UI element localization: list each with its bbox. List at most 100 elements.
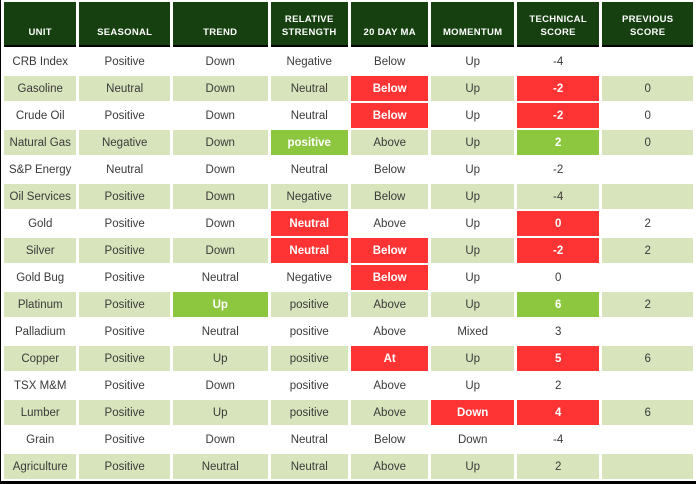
data-cell: Up bbox=[172, 292, 268, 317]
data-cell: 2 bbox=[602, 211, 693, 236]
data-cell: Down bbox=[172, 49, 268, 74]
data-cell: 2 bbox=[602, 292, 693, 317]
unit-cell: Crude Oil bbox=[4, 103, 77, 128]
data-cell: Below bbox=[350, 76, 429, 101]
data-cell: 4 bbox=[516, 400, 600, 425]
unit-cell: Palladium bbox=[4, 319, 77, 344]
table-row: TSX M&M Positive Down positive Above Up 2 bbox=[4, 373, 693, 398]
data-cell: Neutral bbox=[270, 238, 348, 263]
data-cell: Up bbox=[431, 265, 514, 290]
table-row: Copper Positive Up positive At Up 5 6 bbox=[4, 346, 693, 371]
data-cell: Up bbox=[431, 76, 514, 101]
data-cell: positive bbox=[270, 400, 348, 425]
data-cell: Positive bbox=[79, 400, 170, 425]
unit-cell: Natural Gas bbox=[4, 130, 77, 155]
col-header-unit: UNIT bbox=[4, 2, 77, 47]
data-cell: Mixed bbox=[431, 319, 514, 344]
data-cell bbox=[602, 319, 693, 344]
data-cell: positive bbox=[270, 319, 348, 344]
data-cell: 0 bbox=[516, 265, 600, 290]
data-cell: 2 bbox=[516, 454, 600, 479]
data-cell: Down bbox=[172, 76, 268, 101]
data-cell: Positive bbox=[79, 346, 170, 371]
col-header-seasonal: SEASONAL bbox=[79, 2, 170, 47]
col-header-20-day-ma: 20 DAY MA bbox=[350, 2, 429, 47]
data-cell: Up bbox=[431, 373, 514, 398]
data-cell: Neutral bbox=[270, 454, 348, 479]
data-cell: Up bbox=[431, 184, 514, 209]
table-row: Lumber Positive Up positive Above Down 4 6 bbox=[4, 400, 693, 425]
data-cell: Up bbox=[431, 157, 514, 182]
data-cell: Up bbox=[431, 454, 514, 479]
table-header: UNIT SEASONAL TREND RELATIVE STRENGTH 20… bbox=[4, 2, 693, 47]
data-cell: Above bbox=[350, 292, 429, 317]
header-row: UNIT SEASONAL TREND RELATIVE STRENGTH 20… bbox=[4, 2, 693, 47]
data-cell: Down bbox=[172, 157, 268, 182]
data-cell: Positive bbox=[79, 49, 170, 74]
data-cell: 0 bbox=[516, 211, 600, 236]
data-cell: 0 bbox=[602, 103, 693, 128]
data-cell: Positive bbox=[79, 103, 170, 128]
unit-cell: S&P Energy bbox=[4, 157, 77, 182]
table-row: Grain Positive Down Neutral Below Down -4 bbox=[4, 427, 693, 452]
table-row: Gasoline Neutral Down Neutral Below Up -2 0 bbox=[4, 76, 693, 101]
data-cell: Positive bbox=[79, 427, 170, 452]
data-cell: Below bbox=[350, 184, 429, 209]
data-cell: -2 bbox=[516, 238, 600, 263]
data-cell: 0 bbox=[602, 76, 693, 101]
data-cell: Neutral bbox=[270, 427, 348, 452]
data-cell: 5 bbox=[516, 346, 600, 371]
data-cell: Down bbox=[172, 373, 268, 398]
data-cell: 2 bbox=[516, 130, 600, 155]
data-cell: Below bbox=[350, 103, 429, 128]
data-cell: Up bbox=[431, 292, 514, 317]
data-cell: Below bbox=[350, 238, 429, 263]
unit-cell: Gold Bug bbox=[4, 265, 77, 290]
table-row: CRB Index Positive Down Negative Below Up -4 bbox=[4, 49, 693, 74]
data-cell: Positive bbox=[79, 238, 170, 263]
data-cell: Above bbox=[350, 400, 429, 425]
data-cell: positive bbox=[270, 373, 348, 398]
data-cell: Positive bbox=[79, 319, 170, 344]
data-cell: Neutral bbox=[270, 157, 348, 182]
data-cell bbox=[602, 49, 693, 74]
data-cell: -4 bbox=[516, 427, 600, 452]
col-header-trend: TREND bbox=[172, 2, 268, 47]
table-row: Gold Bug Positive Neutral Negative Below Up 0 bbox=[4, 265, 693, 290]
col-header-previous-score: PREVIOUS SCORE bbox=[602, 2, 693, 47]
data-cell: Below bbox=[350, 49, 429, 74]
data-cell: Down bbox=[431, 400, 514, 425]
data-cell: Up bbox=[172, 400, 268, 425]
unit-cell: Gold bbox=[4, 211, 77, 236]
table-row: Agriculture Positive Neutral Neutral Above Up… bbox=[4, 454, 693, 479]
table-row: S&P Energy Neutral Down Neutral Below Up -2 bbox=[4, 157, 693, 182]
data-cell: Up bbox=[431, 211, 514, 236]
data-cell: Positive bbox=[79, 373, 170, 398]
unit-cell: Agriculture bbox=[4, 454, 77, 479]
data-cell: 3 bbox=[516, 319, 600, 344]
data-cell: Down bbox=[172, 238, 268, 263]
data-cell: -2 bbox=[516, 76, 600, 101]
data-cell: -2 bbox=[516, 157, 600, 182]
data-cell: -2 bbox=[516, 103, 600, 128]
col-header-momentum: MOMENTUM bbox=[431, 2, 514, 47]
data-cell: positive bbox=[270, 130, 348, 155]
table-row: Oil Services Positive Down Negative Below Up -… bbox=[4, 184, 693, 209]
data-cell: Down bbox=[172, 184, 268, 209]
unit-cell: Grain bbox=[4, 427, 77, 452]
data-cell: Down bbox=[172, 211, 268, 236]
unit-cell: Silver bbox=[4, 238, 77, 263]
unit-cell: Lumber bbox=[4, 400, 77, 425]
data-cell: Down bbox=[172, 130, 268, 155]
data-cell: Up bbox=[172, 346, 268, 371]
unit-cell: Platinum bbox=[4, 292, 77, 317]
data-cell: Above bbox=[350, 373, 429, 398]
data-cell: positive bbox=[270, 346, 348, 371]
data-cell: Positive bbox=[79, 292, 170, 317]
data-cell: At bbox=[350, 346, 429, 371]
data-cell bbox=[602, 373, 693, 398]
data-cell: Neutral bbox=[79, 157, 170, 182]
data-cell bbox=[602, 454, 693, 479]
unit-cell: Oil Services bbox=[4, 184, 77, 209]
